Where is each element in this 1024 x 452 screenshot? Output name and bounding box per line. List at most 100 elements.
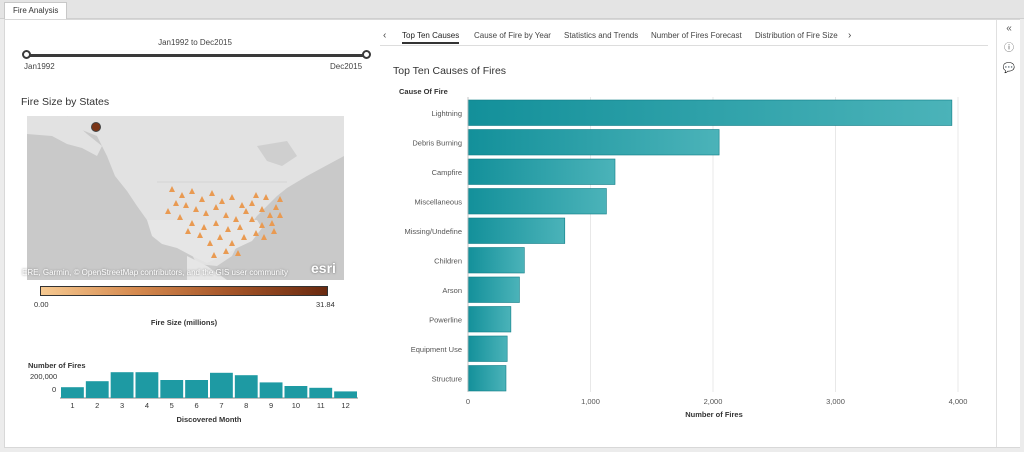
cause-bar[interactable] [467, 129, 720, 156]
cause-bar[interactable] [467, 217, 566, 244]
tabs-scroll-left-icon[interactable]: ‹ [383, 30, 387, 41]
fire-marker[interactable] [165, 208, 171, 214]
fire-marker[interactable] [259, 206, 265, 212]
fire-marker[interactable] [269, 220, 275, 226]
monthly-bar[interactable] [334, 391, 357, 398]
fire-marker[interactable] [243, 208, 249, 214]
fire-marker[interactable] [179, 192, 185, 198]
cause-bar[interactable] [467, 99, 953, 126]
monthly-bar[interactable] [309, 387, 333, 398]
fire-marker[interactable] [193, 206, 199, 212]
monthly-bar[interactable] [110, 372, 134, 398]
fire-marker[interactable] [209, 190, 215, 196]
fire-marker[interactable] [203, 210, 209, 216]
tab-statistics-trends[interactable]: Statistics and Trends [564, 31, 639, 40]
info-icon[interactable]: ⓘ [1004, 43, 1014, 54]
cause-category-label: Powerline [429, 315, 462, 324]
fire-marker[interactable] [277, 212, 283, 218]
fire-marker[interactable] [277, 196, 283, 202]
slider-end-handle[interactable] [362, 50, 371, 59]
fire-marker[interactable] [183, 202, 189, 208]
collapse-icon[interactable]: « [1006, 23, 1012, 34]
monthly-bar[interactable] [135, 372, 159, 398]
fire-marker[interactable] [273, 204, 279, 210]
cause-bar[interactable] [467, 276, 520, 303]
fire-marker[interactable] [223, 248, 229, 254]
fire-marker[interactable] [253, 192, 259, 198]
monthly-x-tick-label: 6 [194, 401, 198, 408]
cause-category-label: Missing/Undefine [404, 227, 462, 236]
fire-marker[interactable] [239, 202, 245, 208]
tab-fire-size-distribution[interactable]: Distribution of Fire Size [755, 31, 838, 40]
fire-marker[interactable] [213, 204, 219, 210]
fire-marker[interactable] [271, 228, 277, 234]
app-tab-bar: Fire Analysis [0, 0, 1024, 19]
fire-marker[interactable] [189, 188, 195, 194]
top-causes-bar-chart[interactable]: 0 1,000 2,000 3,000 4,000 Lightning Debris Bur… [380, 92, 990, 412]
fire-marker[interactable] [201, 224, 207, 230]
fire-marker[interactable] [185, 228, 191, 234]
cause-category-label: Miscellaneous [414, 197, 462, 206]
cause-bar[interactable] [467, 306, 512, 333]
fire-marker[interactable] [237, 224, 243, 230]
fire-marker[interactable] [263, 194, 269, 200]
fire-marker[interactable] [213, 220, 219, 226]
monthly-bar-chart[interactable]: 1 2 3 4 5 6 7 8 9 10 11 12 [60, 366, 360, 408]
fire-marker[interactable] [207, 240, 213, 246]
monthly-bar[interactable] [259, 382, 283, 398]
fire-marker[interactable] [189, 220, 195, 226]
map-marker-alaska[interactable] [91, 122, 101, 132]
date-range-slider-track[interactable] [26, 54, 366, 57]
fire-marker[interactable] [249, 216, 255, 222]
fire-marker[interactable] [219, 198, 225, 204]
cause-bar[interactable] [467, 158, 616, 185]
category-axis-title: Cause Of Fire [399, 87, 448, 96]
fire-marker[interactable] [241, 234, 247, 240]
tab-fires-forecast[interactable]: Number of Fires Forecast [651, 31, 742, 40]
tab-fire-analysis[interactable]: Fire Analysis [4, 2, 68, 19]
monthly-bar[interactable] [210, 372, 233, 398]
comment-icon[interactable]: 💬 [1002, 63, 1016, 74]
fire-marker[interactable] [177, 214, 183, 220]
map-section-title: Fire Size by States [21, 96, 110, 108]
monthly-bar[interactable] [160, 380, 184, 398]
cause-bar[interactable] [467, 335, 508, 362]
fire-size-map[interactable] [27, 116, 344, 280]
fire-marker[interactable] [197, 232, 203, 238]
fire-marker[interactable] [211, 252, 217, 258]
fire-marker[interactable] [225, 226, 231, 232]
fire-marker[interactable] [229, 240, 235, 246]
fire-size-color-ramp [40, 286, 328, 296]
cause-bar[interactable] [467, 365, 507, 392]
legend-title: Fire Size (millions) [150, 318, 218, 327]
monthly-bar[interactable] [185, 380, 208, 398]
legend-min-label: 0.00 [34, 300, 49, 309]
fire-marker[interactable] [217, 234, 223, 240]
fire-marker[interactable] [253, 230, 259, 236]
fire-marker[interactable] [267, 212, 273, 218]
fire-marker[interactable] [249, 200, 255, 206]
tabs-scroll-right-icon[interactable]: › [848, 30, 852, 41]
fire-marker[interactable] [199, 196, 205, 202]
cause-category-label: Debris Burning [412, 138, 462, 147]
fire-marker[interactable] [259, 222, 265, 228]
fire-marker[interactable] [233, 216, 239, 222]
x-tick-label: 2,000 [704, 397, 723, 406]
monthly-bar[interactable] [234, 375, 258, 398]
fire-marker[interactable] [173, 200, 179, 206]
fire-marker[interactable] [229, 194, 235, 200]
fire-marker[interactable] [261, 234, 267, 240]
fire-marker[interactable] [235, 250, 241, 256]
monthly-y-tick-0: 0 [52, 385, 57, 394]
cause-bar[interactable] [467, 247, 525, 274]
monthly-bar[interactable] [61, 387, 84, 398]
monthly-bar[interactable] [85, 381, 109, 398]
right-rail: « ⓘ 💬 [996, 20, 1020, 447]
cause-bar[interactable] [467, 188, 607, 215]
tab-top-ten-causes[interactable]: Top Ten Causes [402, 31, 460, 44]
fire-marker[interactable] [169, 186, 175, 192]
tab-cause-by-year[interactable]: Cause of Fire by Year [474, 31, 551, 40]
monthly-bar[interactable] [284, 386, 308, 398]
slider-start-handle[interactable] [22, 50, 31, 59]
fire-marker[interactable] [223, 212, 229, 218]
